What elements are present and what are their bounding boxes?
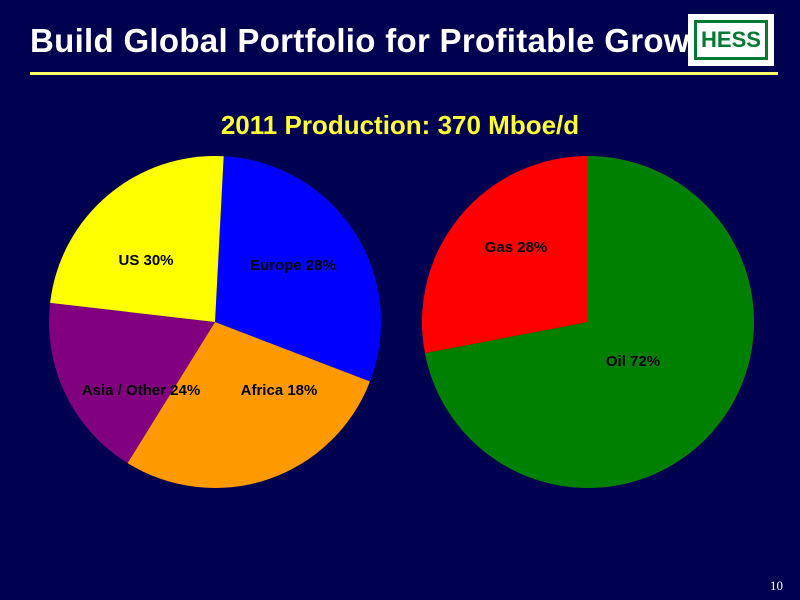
hess-logo: HESS: [688, 14, 774, 66]
product-pie-chart: Oil 72% Gas 28%: [421, 156, 754, 489]
pie-slice-europe: [127, 322, 370, 489]
slice-label: Africa 18%: [241, 382, 318, 399]
page-number: 10: [770, 578, 783, 593]
pie-slice-asia: [50, 156, 224, 322]
logo-frame: HESS: [694, 20, 768, 60]
slide-title: Build Global Portfolio for Profitable Gr…: [30, 22, 722, 59]
slice-label: Asia / Other 24%: [82, 382, 200, 399]
title-divider: [30, 72, 778, 75]
logo-text: HESS: [701, 27, 761, 52]
region-pie-chart: US 30% Europe 28% Africa 18% Asia / Other 2…: [48, 156, 381, 489]
pie-slice-oil: [424, 156, 754, 489]
slice-label: Gas 28%: [485, 239, 548, 256]
chart-title: 2011 Production: 370 Mboe/d: [220, 110, 580, 140]
pie-slice-gas: [421, 156, 588, 354]
slice-label: Oil 72%: [606, 353, 660, 370]
pie-slice-africa: [48, 302, 215, 464]
slice-label: Europe 28%: [250, 257, 336, 274]
pie-slice-us: [215, 156, 381, 382]
slice-label: US 30%: [118, 252, 173, 269]
